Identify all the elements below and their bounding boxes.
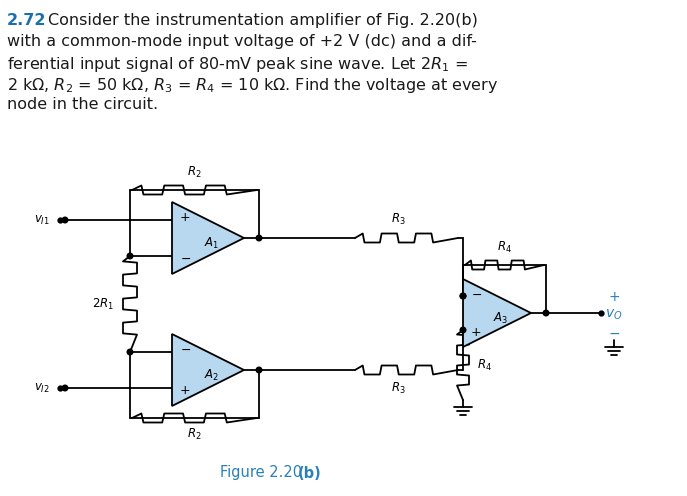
Text: $A_1$: $A_1$ (204, 236, 219, 250)
Text: $R_4$: $R_4$ (477, 358, 492, 372)
Polygon shape (172, 334, 244, 406)
Polygon shape (172, 202, 244, 274)
Text: node in the circuit.: node in the circuit. (7, 97, 158, 112)
Text: $A_2$: $A_2$ (204, 368, 219, 382)
Text: $v_{I1}$: $v_{I1}$ (34, 213, 50, 227)
Text: +: + (471, 325, 482, 339)
Text: with a common-mode input voltage of +2 V (dc) and a dif-: with a common-mode input voltage of +2 V… (7, 34, 477, 49)
Text: $v_{I2}$: $v_{I2}$ (34, 381, 50, 394)
Text: $-$: $-$ (608, 326, 620, 340)
Text: 2.72: 2.72 (7, 13, 47, 28)
Text: $2R_1$: $2R_1$ (92, 297, 114, 311)
Text: $R_2$: $R_2$ (187, 427, 202, 442)
Text: ferential input signal of 80-mV peak sine wave. Let $2R_1$ =: ferential input signal of 80-mV peak sin… (7, 55, 468, 74)
Text: $-$: $-$ (180, 251, 191, 265)
Circle shape (63, 385, 68, 391)
Circle shape (63, 217, 68, 223)
Circle shape (460, 293, 466, 299)
Text: 2 kΩ, $R_2$ = 50 kΩ, $R_3$ = $R_4$ = 10 kΩ. Find the voltage at every: 2 kΩ, $R_2$ = 50 kΩ, $R_3$ = $R_4$ = 10 … (7, 76, 498, 95)
Text: $R_3$: $R_3$ (391, 212, 405, 227)
Circle shape (256, 367, 262, 373)
Circle shape (543, 310, 549, 316)
Circle shape (460, 327, 466, 333)
Text: (b): (b) (298, 466, 322, 481)
Circle shape (256, 235, 262, 241)
Text: $-$: $-$ (180, 343, 191, 356)
Circle shape (127, 349, 133, 355)
Text: $R_3$: $R_3$ (391, 381, 405, 396)
Text: $A_3$: $A_3$ (493, 310, 508, 325)
Text: Figure 2.20: Figure 2.20 (220, 466, 307, 481)
Circle shape (460, 293, 466, 299)
Circle shape (127, 253, 133, 259)
Text: +: + (180, 384, 190, 397)
Text: +: + (608, 290, 620, 304)
Text: $R_4$: $R_4$ (497, 240, 512, 255)
Text: +: + (180, 211, 190, 224)
Text: $-$: $-$ (471, 288, 482, 301)
Text: Consider the instrumentation amplifier of Fig. 2.20(b): Consider the instrumentation amplifier o… (48, 13, 478, 28)
Text: $v_O$: $v_O$ (605, 308, 622, 322)
Polygon shape (463, 279, 531, 347)
Text: $R_2$: $R_2$ (187, 165, 202, 180)
